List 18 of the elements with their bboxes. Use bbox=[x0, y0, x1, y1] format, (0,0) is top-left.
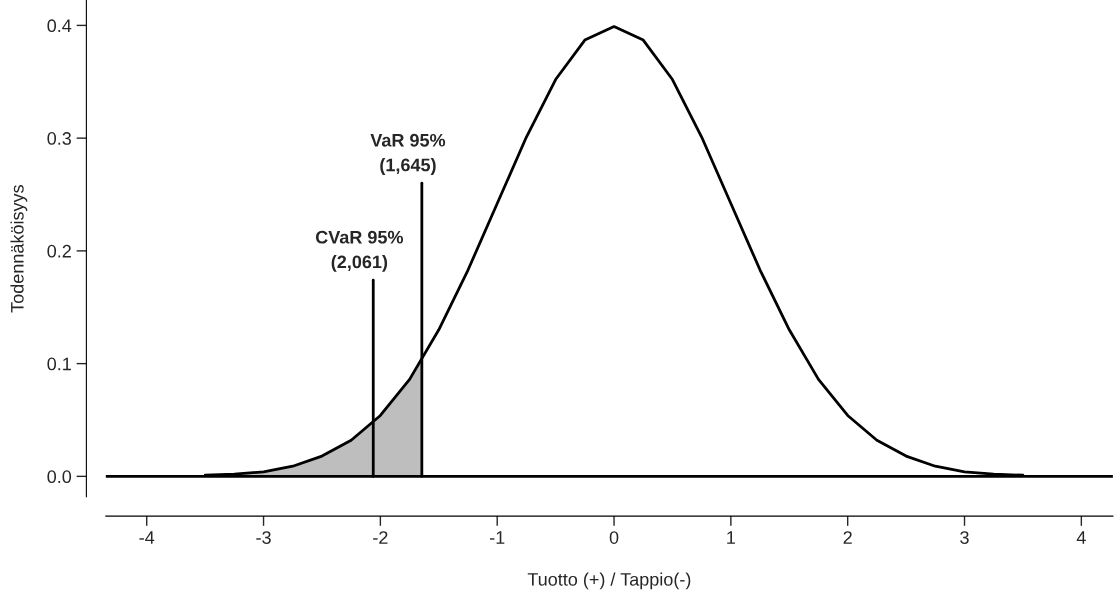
x-tick-label: 1 bbox=[727, 531, 735, 544]
x-tick-label: -2 bbox=[373, 531, 388, 544]
y-tick-label: 0.0 bbox=[47, 470, 72, 484]
x-tick-label: 0 bbox=[609, 531, 619, 544]
y-tick-label: 0.4 bbox=[47, 19, 72, 33]
x-tick-label: -4 bbox=[139, 531, 155, 544]
y-tick-label: 0.1 bbox=[47, 357, 71, 371]
annotation: CVaR 95% (2,061) bbox=[315, 230, 404, 272]
y-tick-label: 0.2 bbox=[47, 244, 71, 258]
y-tick-label: 0.3 bbox=[47, 132, 72, 145]
x-tick-label: -1 bbox=[489, 531, 505, 544]
y-axis-title: Todennäköisyys bbox=[10, 185, 28, 313]
annotation: VaR 95% (1,645) bbox=[370, 133, 446, 175]
x-tick-label: 3 bbox=[960, 531, 969, 544]
x-tick-label: 4 bbox=[1076, 531, 1086, 544]
x-axis-title: Tuotto (+) / Tappio(-) bbox=[527, 572, 691, 590]
x-tick-label: -3 bbox=[256, 531, 271, 544]
x-tick-label: 2 bbox=[843, 531, 852, 544]
